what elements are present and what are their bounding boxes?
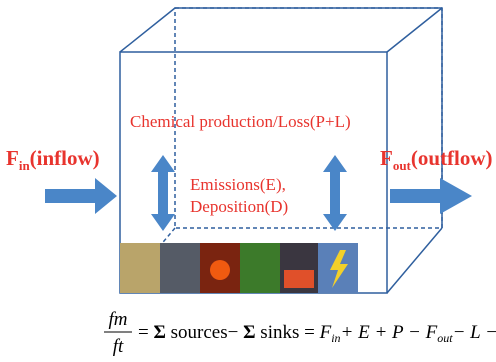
term: F bbox=[319, 322, 332, 343]
lava bbox=[210, 260, 230, 280]
term: = bbox=[304, 322, 315, 343]
equation: fm ft = Σ sources− Σ sinks = Fin+ E + P … bbox=[104, 309, 496, 357]
outflow-arrow bbox=[390, 178, 472, 214]
term: out bbox=[437, 331, 453, 345]
symbol: F bbox=[6, 146, 19, 170]
term: − L − D bbox=[453, 322, 496, 343]
cube-edge bbox=[120, 8, 175, 52]
outflow-label: Fout(outflow) bbox=[380, 146, 493, 173]
term: sinks bbox=[260, 322, 299, 343]
chemical-label: Chemical production/Loss(P+L) bbox=[130, 112, 351, 131]
flow-text: (outflow) bbox=[411, 146, 493, 170]
denominator: ft bbox=[113, 336, 124, 357]
double-arrow bbox=[323, 155, 347, 231]
term: Σ bbox=[243, 322, 255, 343]
flames bbox=[284, 270, 314, 288]
term: F bbox=[425, 322, 438, 343]
term: sources− bbox=[171, 322, 239, 343]
term: = bbox=[138, 322, 149, 343]
factory-image bbox=[120, 243, 160, 293]
term: Σ bbox=[153, 322, 165, 343]
tree-image bbox=[240, 243, 280, 293]
traffic-image bbox=[160, 243, 200, 293]
term: + E + P − bbox=[341, 322, 421, 343]
emissions-label: Emissions(E), bbox=[190, 175, 286, 194]
cube-edge bbox=[387, 8, 442, 52]
image-strip bbox=[120, 243, 358, 293]
symbol: F bbox=[380, 146, 393, 170]
term: in bbox=[331, 331, 340, 345]
inflow-arrow bbox=[45, 178, 117, 214]
numerator: fm bbox=[109, 309, 128, 330]
diagram: Chemical production/Loss(P+L) Emissions(… bbox=[0, 0, 496, 362]
flow-text: (inflow) bbox=[30, 146, 100, 170]
double-arrow bbox=[151, 155, 175, 231]
inflow-label: Fin(inflow) bbox=[6, 146, 100, 173]
subscript: out bbox=[393, 158, 412, 173]
deposition-label: Deposition(D) bbox=[190, 197, 288, 216]
cube-edge bbox=[387, 228, 442, 293]
equation-body: = Σ sources− Σ sinks = Fin+ E + P − Fout… bbox=[138, 322, 496, 345]
